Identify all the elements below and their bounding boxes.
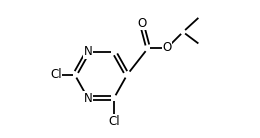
Text: Cl: Cl (108, 115, 120, 128)
Text: O: O (137, 17, 146, 30)
Text: N: N (83, 91, 92, 105)
Text: N: N (83, 45, 92, 58)
Text: Cl: Cl (50, 68, 62, 81)
Text: O: O (162, 41, 172, 54)
